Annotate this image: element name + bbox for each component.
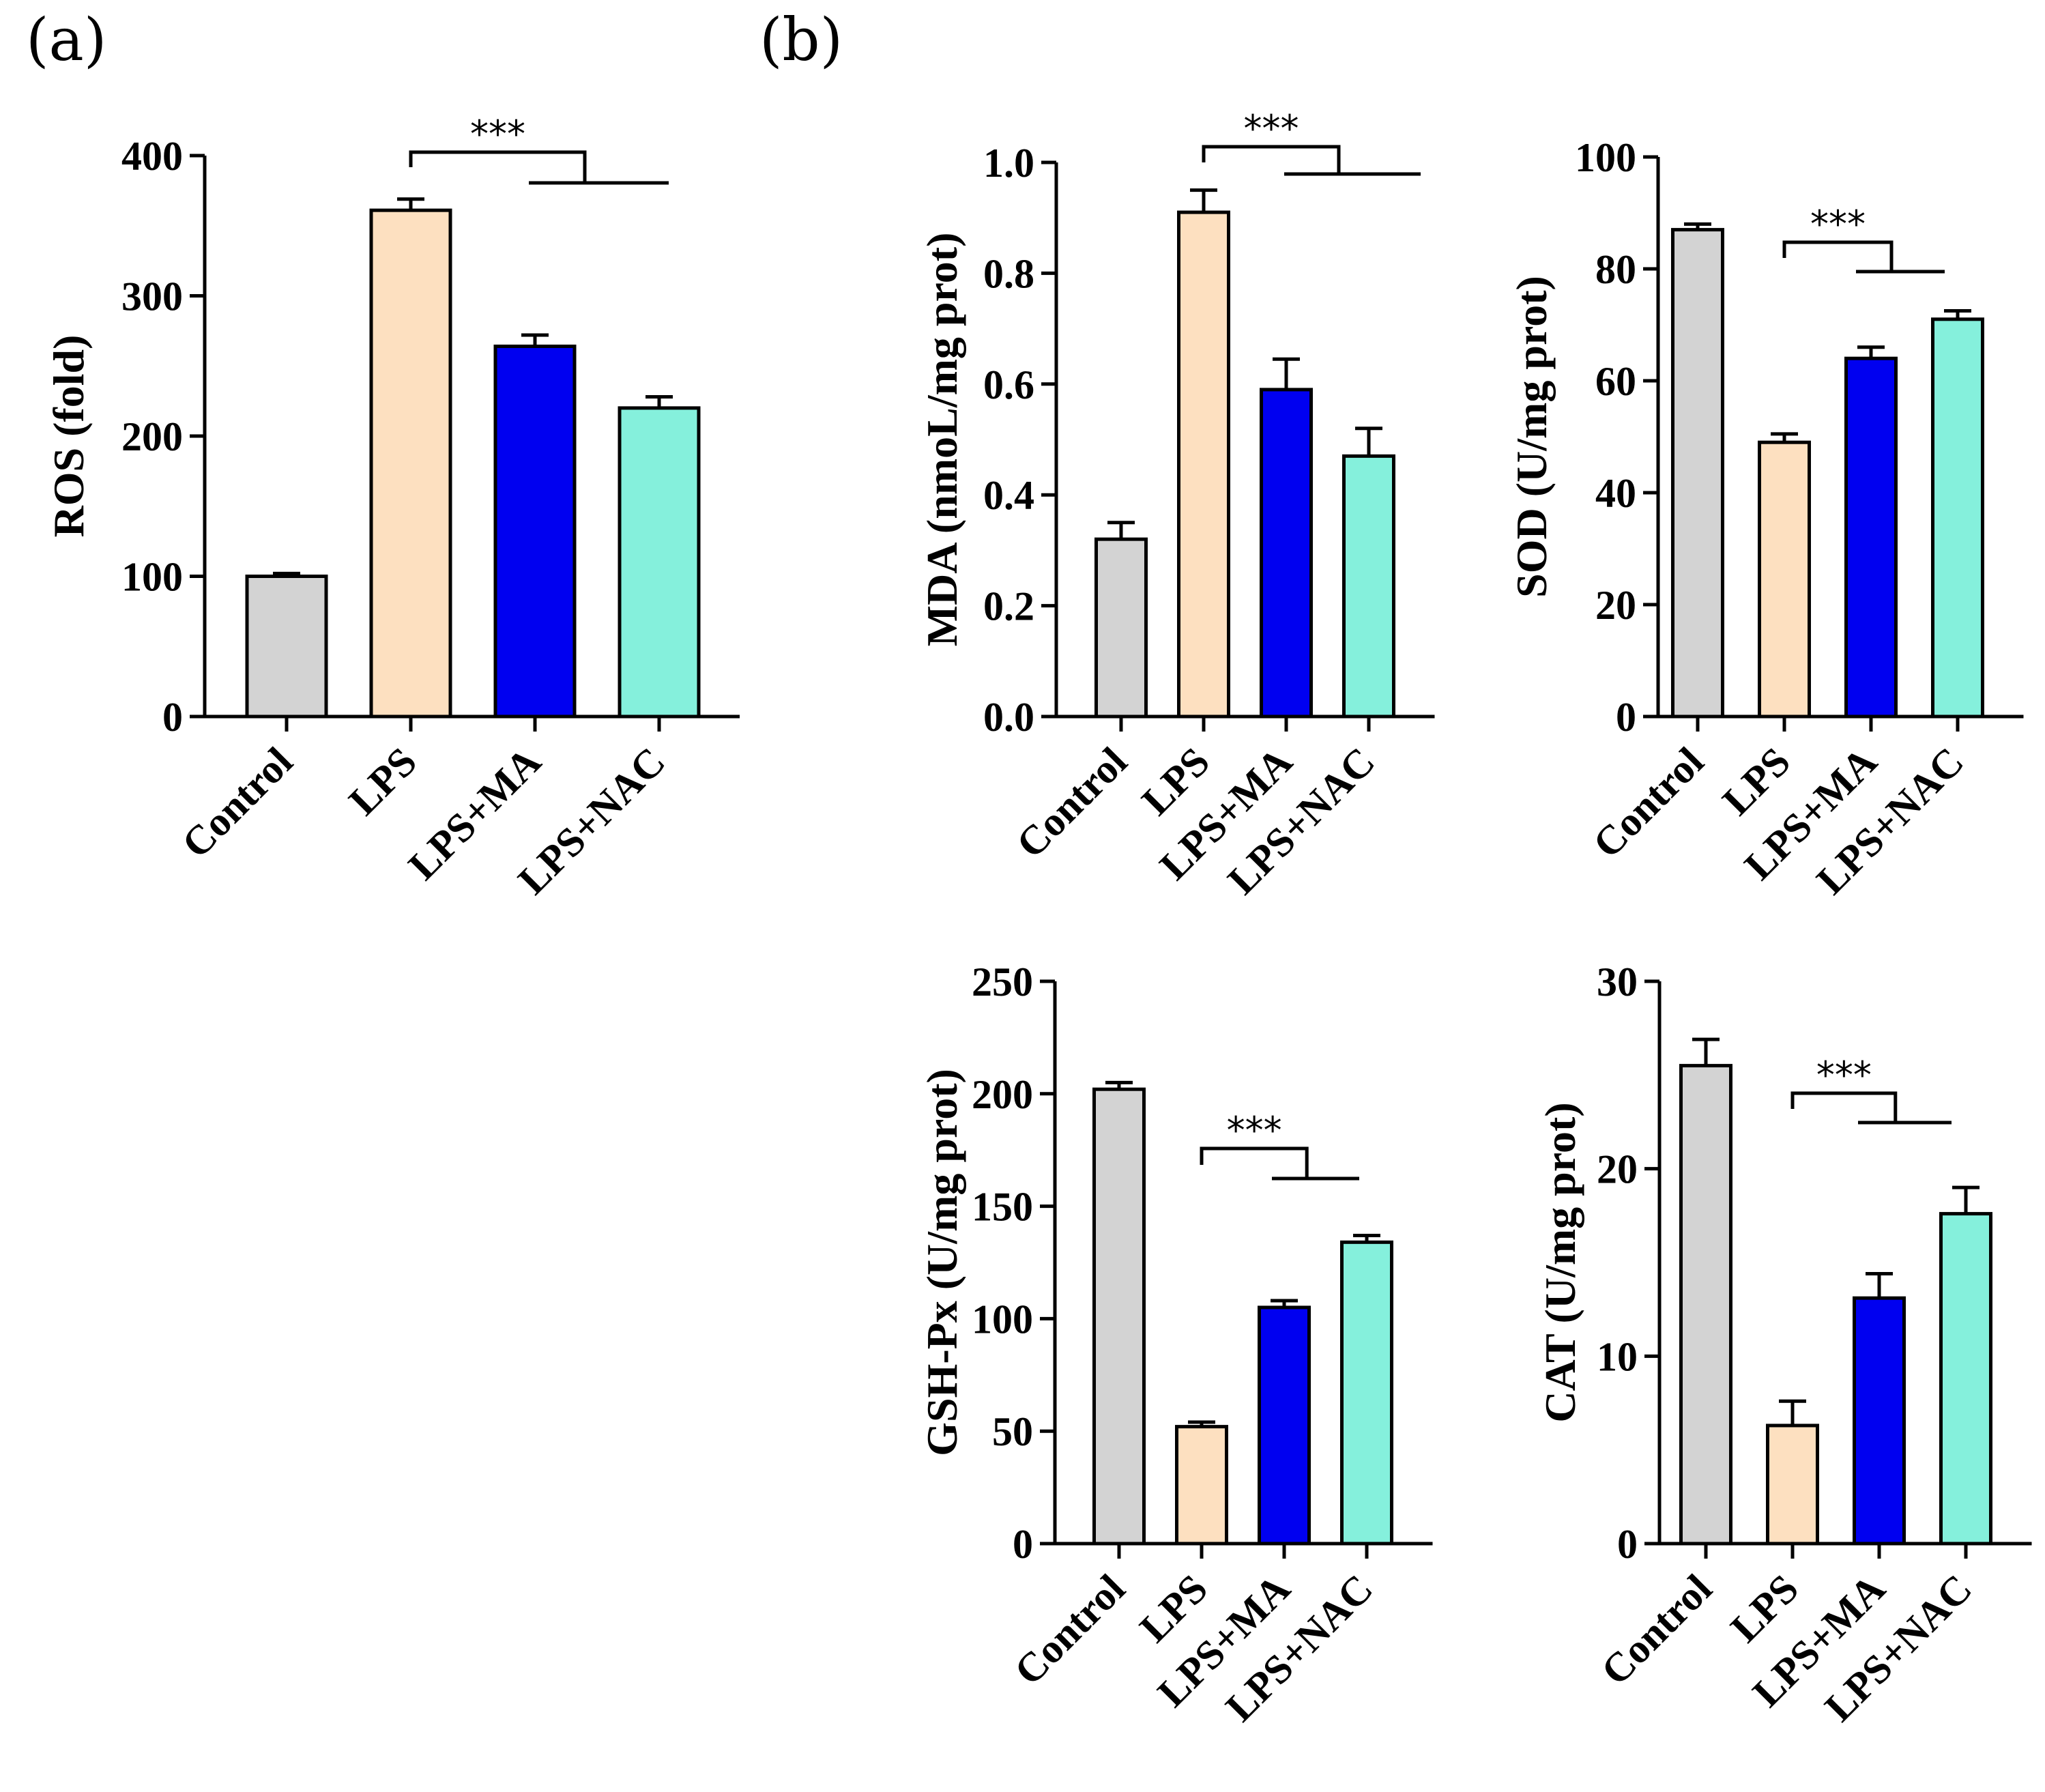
y-tick-label: 20	[1595, 583, 1636, 628]
y-axis-label: CAT (U/mg prot)	[1536, 1102, 1584, 1422]
significance-bracket	[1782, 240, 1894, 272]
bar	[618, 406, 701, 719]
bar	[1679, 1064, 1732, 1546]
category-label: LPS	[340, 739, 425, 824]
significance-bracket	[1790, 1091, 1898, 1123]
bar	[1094, 537, 1148, 719]
category-label: Control	[1008, 739, 1135, 867]
y-axis-label: GSH-Px (U/mg prot)	[918, 1069, 966, 1456]
bar	[1931, 317, 1984, 719]
category-label: Control	[1584, 739, 1712, 867]
y-tick-label: 100	[121, 555, 183, 600]
significance-bracket	[409, 150, 587, 183]
y-tick-label: 0.4	[983, 473, 1034, 518]
y-axis-label: SOD (U/mg prot)	[1507, 276, 1556, 598]
bar	[1671, 228, 1724, 719]
significance-label: ***	[470, 113, 525, 156]
significance-bracket	[1200, 1146, 1309, 1179]
chart-4: 0 50 100 150 200 250 GSH-Px (U/mg prot) Control…	[918, 959, 1433, 1730]
y-tick-label: 0	[1617, 1522, 1638, 1567]
y-axis-label: ROS (fold)	[44, 335, 93, 538]
category-label: Control	[173, 739, 301, 867]
y-tick-label: 150	[972, 1185, 1033, 1230]
y-tick-label: 0.6	[983, 362, 1034, 407]
y-tick-label: 20	[1597, 1147, 1638, 1192]
y-tick-label: 50	[992, 1409, 1033, 1454]
significance-label: ***	[1816, 1054, 1872, 1097]
panel-label-a: (a)	[26, 6, 106, 74]
bar	[1758, 440, 1811, 719]
y-tick-label: 0.2	[983, 584, 1034, 629]
y-axis-label: MDA (nmoL/mg prot)	[918, 233, 966, 647]
category-label: Control	[1006, 1566, 1133, 1694]
bar	[1342, 454, 1395, 719]
y-tick-label: 0	[1616, 695, 1636, 740]
significance-label: ***	[1244, 107, 1299, 150]
y-tick-label: 0.8	[983, 251, 1034, 296]
bar	[1177, 210, 1230, 719]
bar	[1340, 1240, 1393, 1546]
y-tick-label: 1.0	[983, 141, 1034, 186]
bar	[493, 344, 577, 719]
bar	[1853, 1296, 1906, 1546]
bar	[369, 208, 452, 719]
bar	[1175, 1425, 1228, 1546]
chart-2: 0.0 0.2 0.4 0.6 0.8 1.0 MDA (nmoL/mg prot) Cont…	[918, 107, 1435, 903]
category-label: Control	[1593, 1566, 1720, 1694]
significance-label: ***	[1227, 1109, 1282, 1152]
bar	[1258, 1305, 1311, 1546]
bar	[1939, 1212, 1992, 1546]
y-tick-label: 400	[121, 134, 183, 179]
bar	[1260, 388, 1313, 719]
bar	[245, 575, 328, 719]
bar	[1092, 1087, 1146, 1546]
bar	[1844, 356, 1898, 719]
y-tick-label: 200	[972, 1072, 1033, 1117]
panel-label-b: (b)	[759, 6, 843, 74]
y-tick-label: 100	[1575, 135, 1636, 180]
y-tick-label: 40	[1595, 471, 1636, 516]
y-tick-label: 80	[1595, 247, 1636, 292]
y-tick-label: 30	[1597, 959, 1638, 1005]
y-tick-label: 60	[1595, 359, 1636, 404]
y-tick-label: 250	[972, 959, 1033, 1005]
y-tick-label: 0	[1013, 1522, 1033, 1567]
y-tick-label: 0.0	[983, 695, 1034, 740]
y-tick-label: 100	[972, 1297, 1033, 1342]
y-tick-label: 200	[121, 414, 183, 459]
y-tick-label: 0	[162, 695, 183, 740]
bar	[1766, 1424, 1819, 1546]
y-tick-label: 300	[121, 274, 183, 319]
significance-label: ***	[1810, 203, 1866, 246]
significance-bracket	[1202, 145, 1341, 174]
y-tick-label: 10	[1597, 1334, 1638, 1379]
